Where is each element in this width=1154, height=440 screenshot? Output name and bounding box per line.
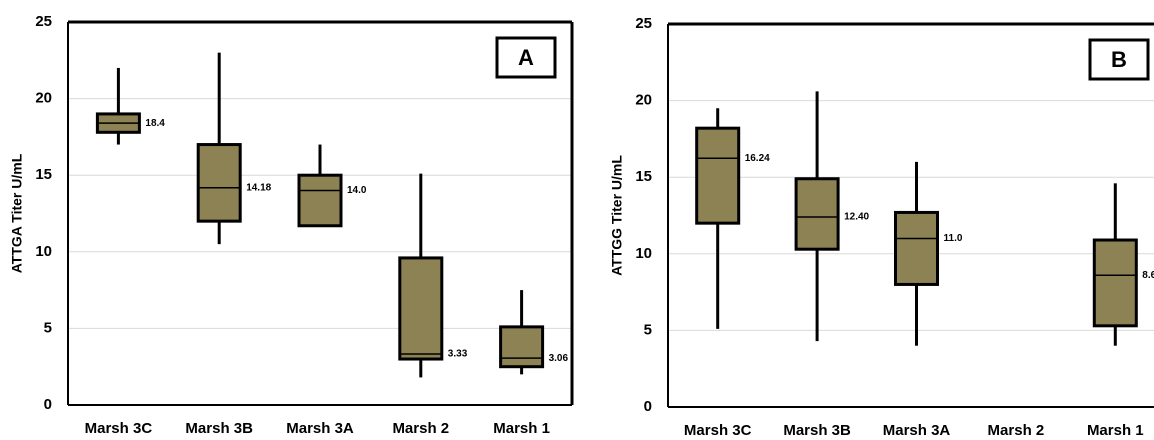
panel-label: B: [1111, 47, 1127, 72]
value-label: 3.33: [448, 349, 468, 360]
x-tick-label: Marsh 2: [988, 422, 1045, 439]
value-label: 14.18: [246, 182, 271, 193]
y-tick-label: 5: [44, 319, 52, 336]
x-tick-label: Marsh 3A: [883, 422, 951, 439]
value-label: 14.0: [347, 185, 367, 196]
x-tick-label: Marsh 2: [392, 420, 449, 437]
panel-label: A: [518, 45, 534, 70]
value-label: 12.40: [844, 212, 869, 223]
x-tick-label: Marsh 3B: [783, 422, 851, 439]
box: [398, 256, 444, 361]
y-tick-label: 25: [35, 13, 52, 30]
y-tick-label: 5: [644, 321, 652, 338]
box: [794, 177, 840, 251]
box: [894, 210, 939, 286]
x-tick-label: Marsh 3C: [85, 420, 153, 437]
y-tick-label: 15: [635, 168, 652, 185]
y-tick-label: 10: [635, 245, 652, 262]
y-tick-label: 0: [644, 398, 652, 415]
panel-box: [495, 36, 557, 79]
y-axis-label: ATTGG Titer U/mL: [609, 155, 625, 276]
box: [499, 325, 545, 369]
box: [196, 143, 242, 223]
y-tick-label: 0: [44, 396, 52, 413]
box: [297, 173, 343, 228]
x-tick-label: Marsh 1: [493, 420, 550, 437]
box: [1092, 238, 1138, 328]
value-label: 11.0: [944, 233, 963, 244]
box: [695, 126, 741, 225]
value-label: 16.24: [745, 153, 770, 164]
value-label: 3.06: [549, 353, 569, 364]
value-label: 8.6: [1142, 270, 1154, 281]
panel-box: [1088, 38, 1150, 81]
value-label: 18.4: [145, 118, 165, 129]
x-tick-label: Marsh 3B: [185, 420, 253, 437]
x-tick-label: Marsh 1: [1087, 422, 1144, 439]
y-tick-label: 20: [635, 92, 652, 109]
y-tick-label: 20: [35, 90, 52, 107]
x-tick-label: Marsh 3C: [684, 422, 752, 439]
y-tick-label: 15: [35, 166, 52, 183]
x-tick-label: Marsh 3A: [286, 420, 354, 437]
y-axis-label: ATTGA Titer U/mL: [9, 153, 25, 273]
y-tick-label: 10: [35, 243, 52, 260]
y-tick-label: 25: [635, 15, 652, 32]
